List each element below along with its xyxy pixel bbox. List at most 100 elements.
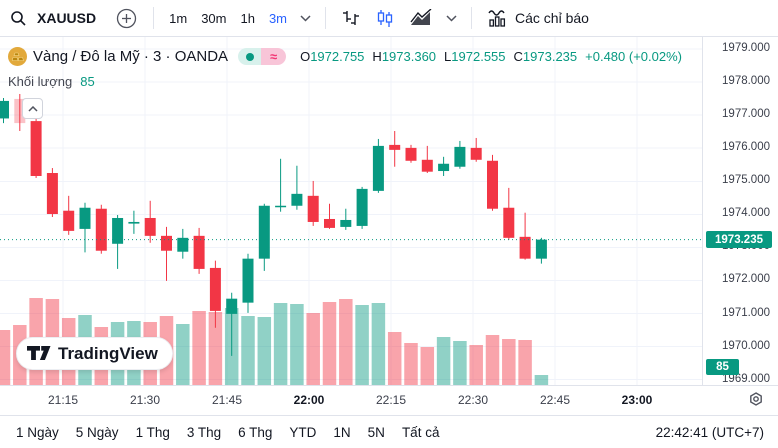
indicators-label: Các chỉ báo [515,10,589,26]
volume-value: 85 [80,74,95,89]
volume-bar [176,324,190,385]
price-axis-label: 1970.000 [722,339,770,352]
volume-bar [306,313,320,385]
candle-body [291,193,303,206]
timeframe-button-30m[interactable]: 30m [194,7,233,30]
candle-body [372,145,384,191]
candle-body [389,144,401,150]
volume-bar [518,340,532,385]
volume-bar [273,303,288,385]
candle-body [340,219,352,227]
chart-type-dropdown-chevron-icon[interactable] [440,14,463,22]
current-price-badge: 1973.235 [706,231,772,249]
time-axis-label: 21:30 [129,393,161,407]
price-axis[interactable]: 1973.235 85 1979.000 1978.000 1977.000 1976… [702,37,778,385]
approx-data-pill[interactable]: ≈ [261,48,287,65]
candle-body [177,237,189,252]
chart-type-area-icon[interactable] [402,5,440,31]
volume-bar [469,345,483,385]
volume-bar [208,312,223,385]
volume-bar [322,302,337,385]
toolbar-divider [153,7,155,29]
range-button-3-thg[interactable]: 3 Thg [181,422,227,443]
clock-timezone[interactable]: 22:42:41 (UTC+7) [655,424,764,440]
candle-body [209,267,221,311]
range-button-1n[interactable]: 1N [327,422,356,443]
range-button-6-thg[interactable]: 6 Thg [232,422,278,443]
collapse-pane-button[interactable] [22,98,43,119]
time-axis-label: 22:45 [539,393,571,407]
time-axis-label: 22:15 [375,393,407,407]
low-value: L1972.555 [444,49,506,64]
indicators-button[interactable]: Các chỉ báo [480,4,596,32]
time-axis-label: 23:00 [621,393,653,407]
price-axis-label: 1971.000 [722,306,770,319]
volume-bar [453,341,467,385]
candle-body [324,218,335,228]
range-button-5n[interactable]: 5N [362,422,391,443]
range-button-1-thg[interactable]: 1 Thg [130,422,176,443]
volume-bar [192,311,206,385]
candle-body [95,208,107,251]
approx-tilde-icon: ≈ [269,49,278,64]
indicators-icon [488,10,506,27]
high-value: H1973.360 [372,49,437,64]
time-axis[interactable]: 21:15 21:30 21:45 22:00 22:15 22:30 22:45 23:00 [0,385,778,415]
price-axis-label: 1977.000 [722,108,770,121]
price-axis-label: 1978.000 [722,75,770,88]
candle-body [46,173,58,215]
compare-add-icon[interactable] [102,8,145,29]
range-button-5-ngày[interactable]: 5 Ngày [70,422,125,443]
range-button-1-ngày[interactable]: 1 Ngày [10,422,65,443]
chart-pane[interactable]: TradingView Vàng / Đô la Mỹ · 3 · OANDA … [0,37,702,385]
timeframe-dropdown-chevron-icon[interactable] [294,14,317,22]
candle-body [535,239,547,259]
candle-body [258,205,270,259]
volume-bar [371,303,386,385]
timeframe-group: 1m 30m 1h 3m [162,7,294,30]
price-axis-label: 1975.000 [722,174,770,187]
candle-body [307,195,319,222]
range-button-ytd[interactable]: YTD [283,422,322,443]
range-button-tất-cả[interactable]: Tất cả [396,422,446,443]
time-axis-label: 22:00 [293,393,325,407]
candle-body [0,100,9,119]
volume-bar [355,305,369,385]
candlestick-volume-canvas[interactable] [0,37,702,385]
market-open-pill[interactable] [238,48,262,65]
candle-body [63,210,75,231]
tradingview-watermark: TradingView [16,337,173,370]
chart-type-candles-icon[interactable] [368,5,402,32]
volume-bar [502,339,516,385]
candle-body [503,207,515,238]
toolbar-divider [325,7,327,29]
settings-gear-icon[interactable] [746,390,766,415]
time-axis-label: 22:30 [457,393,489,407]
chevron-up-icon [27,105,38,112]
range-selector-group: 1 Ngày 5 Ngày 1 Thg 3 Thg 6 Thg YTD 1N 5N Tất cả [10,422,445,443]
price-axis-label: 1969.000 [722,372,770,385]
timeframe-button-3m[interactable]: 3m [262,7,294,30]
symbol-status-pills[interactable]: ≈ [238,48,287,65]
chart-type-bars-icon[interactable] [334,5,368,31]
candle-body [275,205,287,208]
search-icon[interactable] [6,10,31,27]
current-volume-badge: 85 [706,359,739,375]
price-axis-label: 1979.000 [722,42,770,54]
candle-body [438,163,450,172]
candle-body [356,188,368,226]
volume-bar [485,335,500,385]
candle-body [161,235,172,251]
open-value: O1972.755 [300,49,365,64]
volume-legend-row[interactable]: Khối lượng 85 [8,74,95,89]
volume-label: Khối lượng [8,74,73,89]
candle-body [405,147,417,161]
symbol-search-button[interactable]: XAUUSD [31,6,102,30]
close-value: C1973.235 [513,49,578,64]
timeframe-button-1h[interactable]: 1h [233,7,261,30]
volume-bar [404,343,418,385]
timeframe-button-1m[interactable]: 1m [162,7,194,30]
symbol-title[interactable]: Vàng / Đô la Mỹ · 3 · OANDA [33,48,229,65]
candle-body [112,217,124,244]
